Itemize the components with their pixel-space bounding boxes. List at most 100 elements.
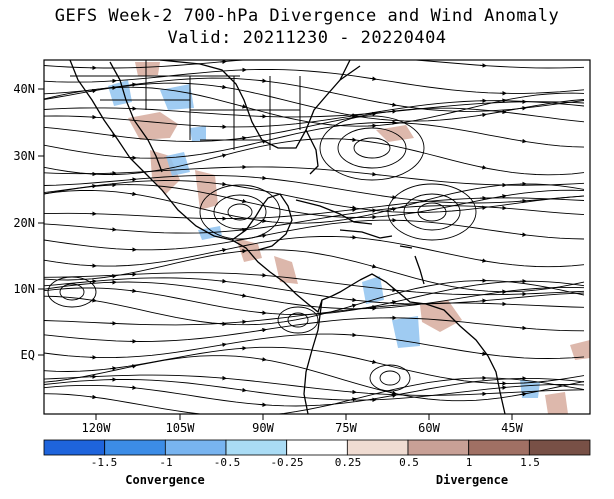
flow-arrow xyxy=(129,191,137,197)
flow-arrow xyxy=(219,84,227,90)
flow-arrow xyxy=(219,181,227,187)
colorbar-tick-label: -1 xyxy=(159,456,173,469)
flow-arrow xyxy=(129,364,137,369)
valid-period: Valid: 20211230 - 20220404 xyxy=(167,28,447,48)
streamline xyxy=(44,60,585,69)
flow-arrow xyxy=(259,327,267,333)
colorbar-tick-label: -0.5 xyxy=(213,456,241,469)
colorbar-swatch xyxy=(468,439,530,456)
flow-arrow xyxy=(259,273,267,278)
lon-label-75w: 75W xyxy=(335,421,357,435)
flow-arrow xyxy=(499,194,507,199)
flow-arrow xyxy=(89,298,97,303)
flow-arrow xyxy=(239,387,247,393)
lat-axis: 40N 30N 20N 10N EQ xyxy=(13,82,44,362)
flow-arrow xyxy=(129,288,137,294)
streamline xyxy=(44,180,585,213)
flow-arrow xyxy=(499,385,507,390)
flow-arrow xyxy=(369,264,377,269)
colorbar-swatch xyxy=(528,439,591,456)
flow-arrow xyxy=(349,113,357,119)
colorbar-tick-label: 1 xyxy=(465,456,473,469)
colorbar-swatch xyxy=(286,439,348,456)
flow-arrow xyxy=(89,88,97,94)
colorbar-tick-label: 0.5 xyxy=(399,456,419,469)
flow-arrow xyxy=(369,305,377,310)
flow-arrow xyxy=(389,102,397,107)
flow-arrow xyxy=(239,227,247,233)
lon-label-105w: 105W xyxy=(166,421,196,435)
flow-arrow xyxy=(519,392,527,397)
flow-arrow xyxy=(239,135,247,141)
colorbar-swatch xyxy=(346,439,409,456)
colorbar-tick-label: -0.25 xyxy=(270,456,304,469)
flow-arrow xyxy=(479,298,487,304)
flow-arrow xyxy=(129,82,137,87)
flow-arrow xyxy=(219,342,227,348)
anticyclone-gyres xyxy=(47,115,477,392)
flow-arrow xyxy=(109,366,117,371)
flow-arrow xyxy=(239,104,247,109)
streamline xyxy=(44,197,585,220)
flow-arrow xyxy=(389,287,397,293)
streamline xyxy=(44,107,585,142)
streamline xyxy=(44,333,585,359)
flow-arrow xyxy=(349,207,357,212)
flow-arrow xyxy=(369,208,377,213)
colorbar-tick-label: -1.5 xyxy=(90,456,118,469)
flow-arrow xyxy=(389,300,397,305)
flow-arrow xyxy=(129,177,137,182)
streamline xyxy=(44,82,585,122)
streamline xyxy=(44,235,585,268)
lon-label-120w: 120W xyxy=(82,421,112,435)
lat-label-40n: 40N xyxy=(13,82,35,96)
colorbar-tick-label: 1.5 xyxy=(520,456,540,469)
flow-arrow xyxy=(369,171,377,177)
streamline xyxy=(44,277,585,305)
lon-axis: 120W 105W 90W 75W 60W 45W xyxy=(82,414,524,435)
flow-arrow xyxy=(89,394,97,400)
flow-arrow xyxy=(219,278,227,284)
lon-label-90w: 90W xyxy=(252,421,274,435)
map-title: GEFS Week-2 700-hPa Divergence and Wind … xyxy=(54,6,560,26)
colorbar-swatch xyxy=(407,439,470,456)
flow-arrow xyxy=(219,375,227,381)
flow-arrow xyxy=(239,293,247,298)
colorbar-swatch xyxy=(225,439,288,456)
flow-arrow xyxy=(479,205,487,211)
flow-arrow xyxy=(239,319,247,325)
lat-label-30n: 30N xyxy=(13,149,35,163)
flow-arrow xyxy=(349,137,357,142)
divergence-label: Divergence xyxy=(435,473,509,487)
flow-arrow xyxy=(349,389,357,395)
lat-label-20n: 20N xyxy=(13,216,35,230)
flow-arrow xyxy=(259,233,267,239)
flow-arrow xyxy=(219,60,227,65)
streamline xyxy=(44,280,585,326)
state-borders xyxy=(70,60,301,150)
flow-arrow xyxy=(479,112,487,118)
streamline xyxy=(44,379,585,401)
streamline xyxy=(44,138,585,176)
flow-arrow xyxy=(109,274,117,279)
wind-streamlines xyxy=(44,60,585,414)
flow-arrow xyxy=(109,227,117,232)
flow-arrow xyxy=(479,351,487,356)
flow-arrow xyxy=(389,195,397,200)
flow-arrow xyxy=(219,153,227,158)
colorbar-tick-label: 0.25 xyxy=(334,456,362,469)
flow-arrow xyxy=(349,397,357,402)
colorbar-swatch xyxy=(104,439,166,456)
streamline xyxy=(44,377,585,414)
flow-arrow xyxy=(259,218,267,224)
flow-arrow xyxy=(259,139,267,144)
streamline xyxy=(44,374,585,396)
colorbar xyxy=(43,439,591,456)
flow-arrow xyxy=(259,402,267,407)
flow-arrow xyxy=(389,393,397,398)
streamline xyxy=(44,281,585,310)
flow-arrow xyxy=(369,359,377,364)
flow-arrow xyxy=(519,325,527,331)
flow-arrow xyxy=(239,198,247,204)
flow-arrow xyxy=(259,78,267,83)
